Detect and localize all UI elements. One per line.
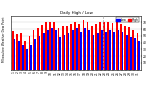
Bar bbox=[33, 31, 34, 70]
Bar bbox=[29, 36, 30, 70]
Bar bbox=[130, 37, 132, 70]
Bar bbox=[34, 39, 36, 70]
Bar bbox=[134, 38, 136, 70]
Bar bbox=[103, 22, 105, 70]
Title: Daily High / Low: Daily High / Low bbox=[60, 11, 92, 15]
Bar bbox=[18, 41, 20, 70]
Bar bbox=[62, 26, 64, 70]
Legend: Low, High: Low, High bbox=[116, 17, 139, 22]
Bar bbox=[72, 30, 74, 70]
Bar bbox=[66, 26, 68, 70]
Bar bbox=[12, 31, 14, 70]
Bar bbox=[45, 22, 47, 70]
Bar bbox=[97, 33, 99, 70]
Bar bbox=[113, 32, 115, 70]
Bar bbox=[59, 37, 61, 70]
Bar bbox=[39, 36, 40, 70]
Bar bbox=[16, 34, 18, 70]
Bar bbox=[128, 27, 130, 70]
Bar bbox=[132, 30, 134, 70]
Bar bbox=[101, 30, 103, 70]
Bar bbox=[53, 22, 55, 70]
Bar bbox=[20, 33, 22, 70]
Bar bbox=[14, 39, 15, 70]
Bar bbox=[137, 33, 138, 70]
Bar bbox=[91, 26, 93, 70]
Bar bbox=[118, 30, 119, 70]
Bar bbox=[24, 41, 26, 70]
Bar bbox=[99, 22, 101, 70]
Bar bbox=[70, 24, 72, 70]
Bar bbox=[49, 22, 51, 70]
Text: Milwaukee Weather Dew Point: Milwaukee Weather Dew Point bbox=[2, 16, 6, 62]
Bar bbox=[124, 26, 126, 70]
Bar bbox=[138, 41, 140, 70]
Bar bbox=[76, 28, 78, 70]
Bar bbox=[22, 45, 24, 70]
Bar bbox=[30, 45, 32, 70]
Bar bbox=[126, 35, 128, 70]
Bar bbox=[41, 25, 43, 70]
Bar bbox=[93, 35, 94, 70]
Bar bbox=[58, 28, 59, 70]
Bar bbox=[108, 22, 109, 70]
Bar bbox=[37, 28, 39, 70]
Bar bbox=[95, 24, 97, 70]
Bar bbox=[105, 32, 107, 70]
Bar bbox=[83, 20, 84, 70]
Bar bbox=[120, 24, 122, 70]
Bar bbox=[80, 32, 82, 70]
Bar bbox=[43, 33, 44, 70]
Bar bbox=[122, 32, 123, 70]
Bar bbox=[116, 22, 118, 70]
Bar bbox=[47, 30, 49, 70]
Bar bbox=[64, 35, 65, 70]
Bar bbox=[26, 49, 28, 70]
Bar bbox=[109, 30, 111, 70]
Bar bbox=[78, 24, 80, 70]
Bar bbox=[112, 23, 113, 70]
Bar bbox=[51, 28, 53, 70]
Bar bbox=[74, 22, 76, 70]
Bar bbox=[87, 22, 88, 70]
Bar bbox=[55, 30, 57, 70]
Bar bbox=[84, 28, 86, 70]
Bar bbox=[68, 33, 69, 70]
Bar bbox=[88, 30, 90, 70]
